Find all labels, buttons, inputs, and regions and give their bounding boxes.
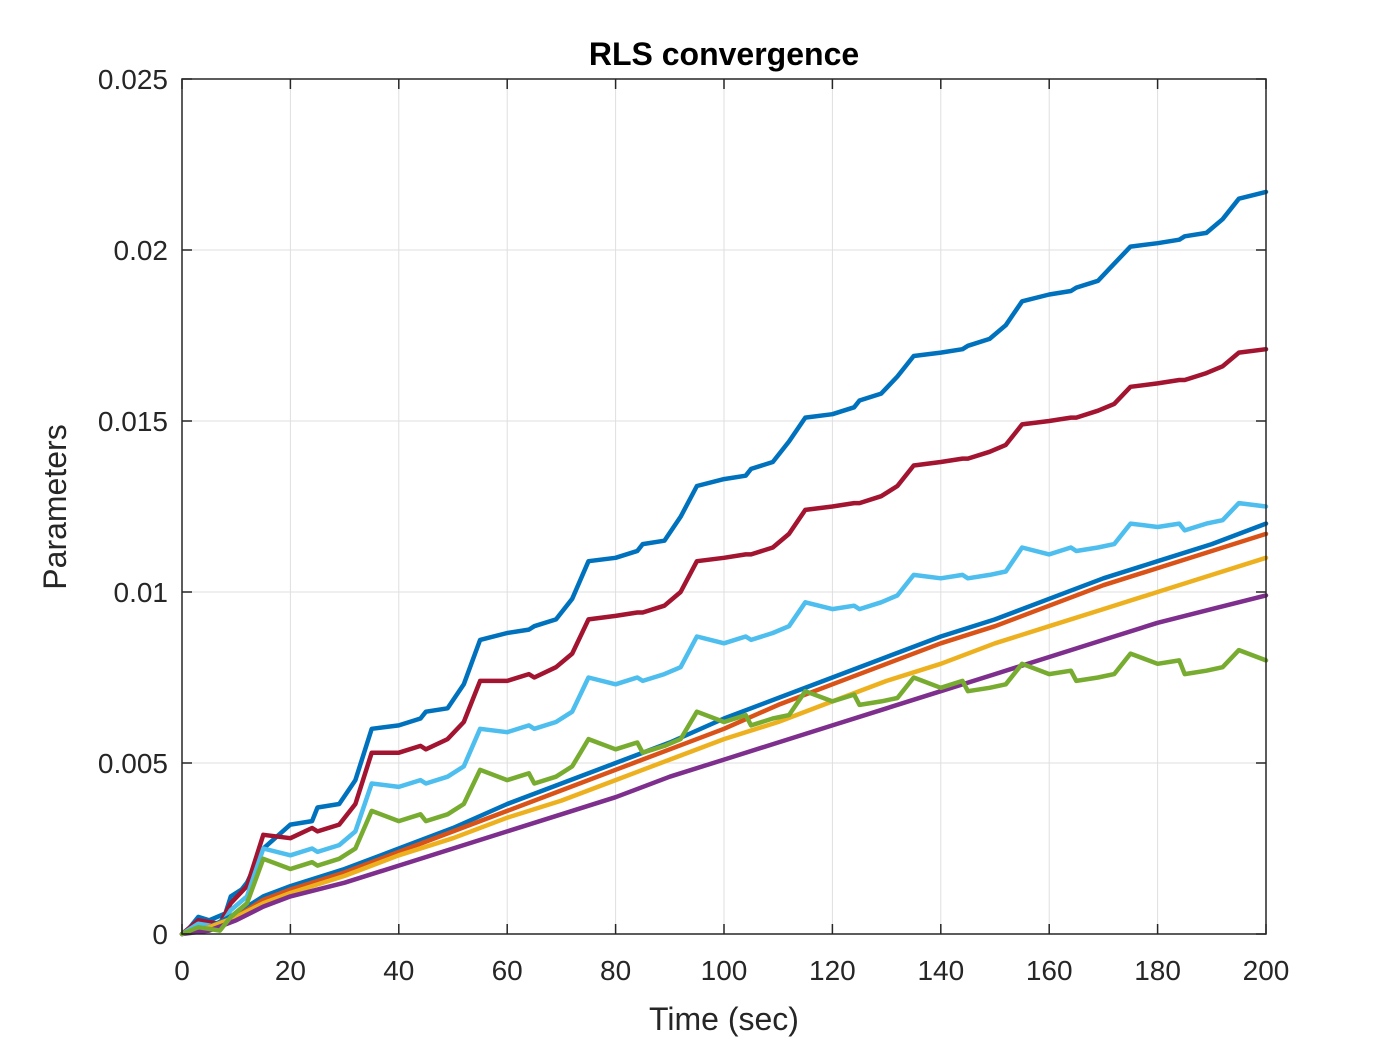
grid-lines [182,79,1266,934]
x-tick-label-9: 180 [1134,955,1181,986]
x-tick-label-6: 120 [809,955,856,986]
series-line-1 [179,189,1269,937]
x-tick-label-1: 20 [275,955,306,986]
y-axis-title: Parameters [37,424,73,589]
series-line-6 [179,555,1269,937]
x-tick-label-0: 0 [174,955,190,986]
x-tick-label-5: 100 [701,955,748,986]
x-tick-label-4: 80 [600,955,631,986]
series-line-7 [179,593,1269,937]
y-tick-label-5: 0.025 [98,64,168,95]
x-tick-label-2: 40 [383,955,414,986]
x-tick-label-8: 160 [1026,955,1073,986]
x-axis-title: Time (sec) [649,1001,799,1037]
ticks: 0 20 40 60 80 100 120 140 160 180 200 0 0.005 0.01 0.0… [98,64,1289,986]
series-line-3 [179,500,1269,937]
y-tick-label-2: 0.01 [114,577,169,608]
x-tick-label-7: 140 [917,955,964,986]
y-tick-label-1: 0.005 [98,748,168,779]
x-tick-label-10: 200 [1243,955,1290,986]
x-tick-label-3: 60 [492,955,523,986]
y-tick-label-3: 0.015 [98,406,168,437]
series-line-5 [179,531,1269,937]
chart-title: RLS convergence [589,36,859,72]
y-tick-label-0: 0 [152,919,168,950]
y-tick-label-4: 0.02 [114,235,169,266]
series-line-8 [179,647,1269,937]
series-line-2 [179,346,1269,937]
series-layer [179,189,1269,937]
